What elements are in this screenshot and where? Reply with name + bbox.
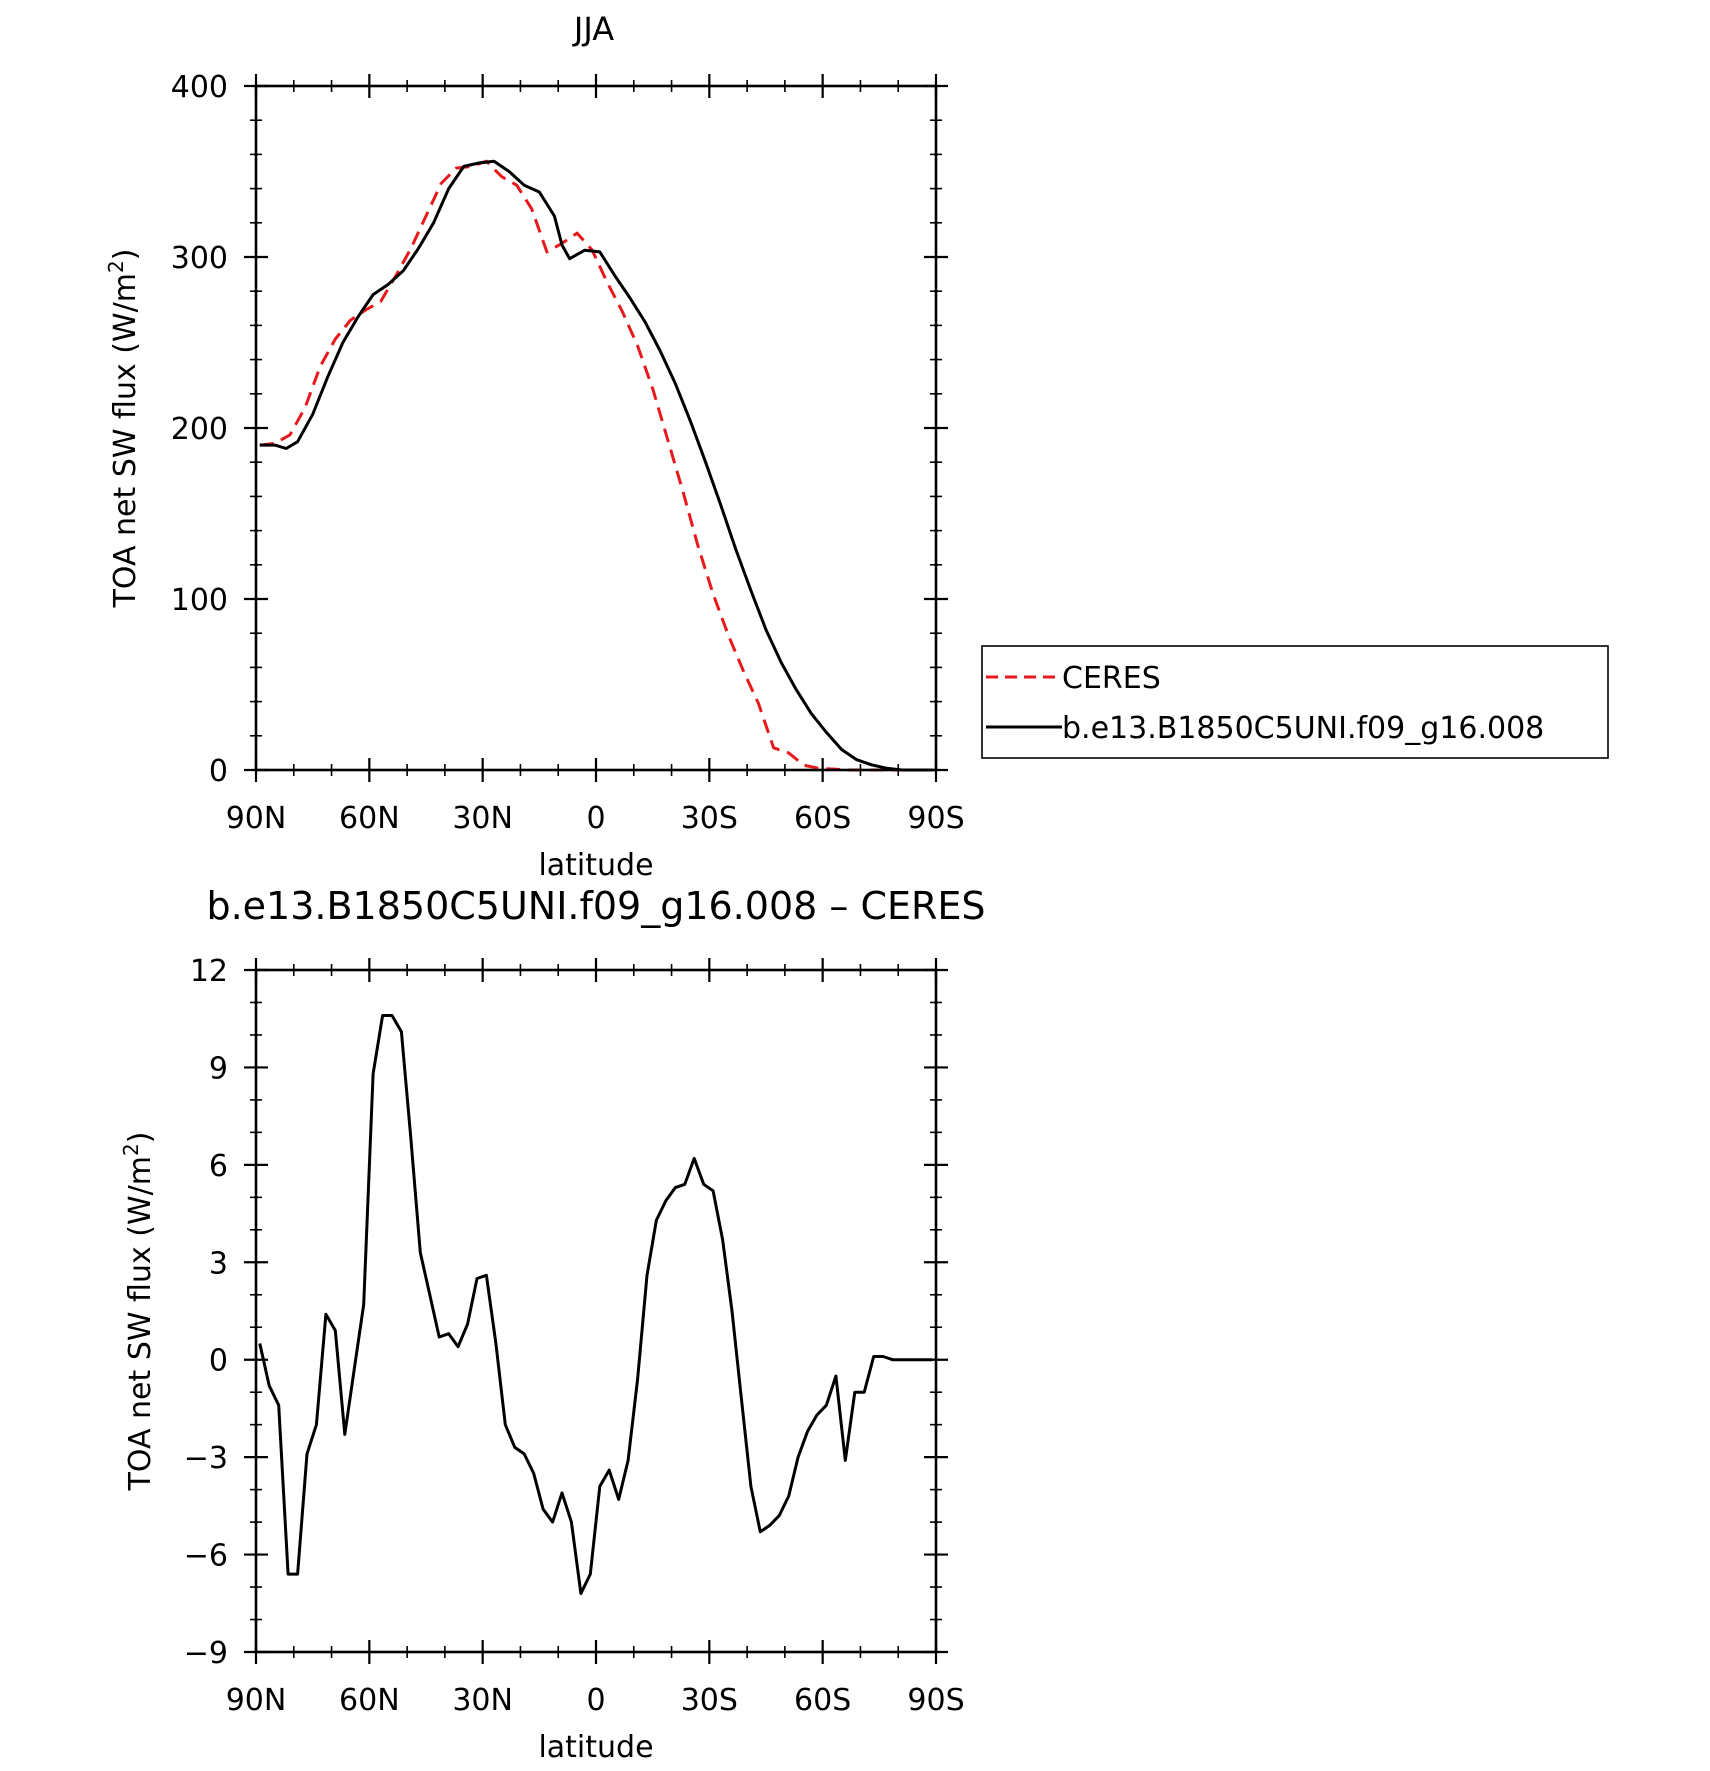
bottom-y-tick-label: −9 (184, 1636, 228, 1671)
top-y-tick-label: 300 (171, 241, 228, 276)
top-panel: JJA 90N 60N 30N 0 30S 60S 90S 0 100 200 300 400 lat… (104, 10, 1609, 883)
top-y-tick-label: 100 (171, 583, 228, 618)
bottom-series-line-difference (258, 1014, 933, 1595)
top-y-tick-label: 200 (171, 412, 228, 447)
bottom-x-tick-label: 60S (794, 1683, 851, 1718)
top-y-tick-label: 400 (171, 70, 228, 105)
top-x-tick-label: 90N (226, 801, 287, 836)
top-x-tick-label: 30N (452, 801, 513, 836)
bottom-chart-title: b.e13.B1850C5UNI.f09_g16.008 – CERES (206, 884, 985, 928)
bottom-x-tick-label: 60N (339, 1683, 400, 1718)
top-chart-title: JJA (572, 10, 614, 48)
bottom-x-tick-label: 0 (586, 1683, 605, 1718)
bottom-y-tick-label: 12 (190, 954, 228, 989)
bottom-y-tick-label: −6 (184, 1539, 228, 1574)
bottom-y-tick-label: −3 (184, 1441, 228, 1476)
bottom-y-axis-label: TOA net SW flux (W/m2) (119, 1132, 158, 1492)
bottom-y-tick-label: 6 (209, 1149, 228, 1184)
top-series-line-ceres (259, 159, 933, 772)
legend-box (981, 645, 1609, 759)
bottom-x-tick-label: 90S (907, 1683, 964, 1718)
top-x-axis-label: latitude (538, 848, 653, 883)
legend-label-model: b.e13.B1850C5UNI.f09_g16.008 (1062, 711, 1544, 746)
top-x-tick-label: 90S (907, 801, 964, 836)
top-x-tick-label: 30S (681, 801, 738, 836)
top-series-line-b-e13-b1850c5uni-f09-g16-008 (259, 159, 933, 772)
bottom-x-tick-label: 30N (452, 1683, 513, 1718)
legend-label-ceres: CERES (1062, 661, 1161, 696)
top-plot-frame (254, 84, 938, 772)
bottom-panel: b.e13.B1850C5UNI.f09_g16.008 – CERES 90N… (119, 884, 986, 1765)
bottom-x-tick-label: 30S (681, 1683, 738, 1718)
top-y-tick-label: 0 (209, 754, 228, 789)
bottom-x-axis-label: latitude (538, 1730, 653, 1765)
bottom-y-tick-label: 9 (209, 1051, 228, 1086)
bottom-y-tick-label: 0 (209, 1344, 228, 1379)
legend: CERES b.e13.B1850C5UNI.f09_g16.008 (981, 645, 1609, 759)
top-y-axis-label: TOA net SW flux (W/m2) (104, 249, 143, 609)
top-x-tick-label: 60S (794, 801, 851, 836)
top-x-tick-label: 60N (339, 801, 400, 836)
bottom-plot-frame (254, 968, 938, 1654)
bottom-x-tick-label: 90N (226, 1683, 287, 1718)
top-x-tick-label: 0 (586, 801, 605, 836)
bottom-y-tick-label: 3 (209, 1246, 228, 1281)
